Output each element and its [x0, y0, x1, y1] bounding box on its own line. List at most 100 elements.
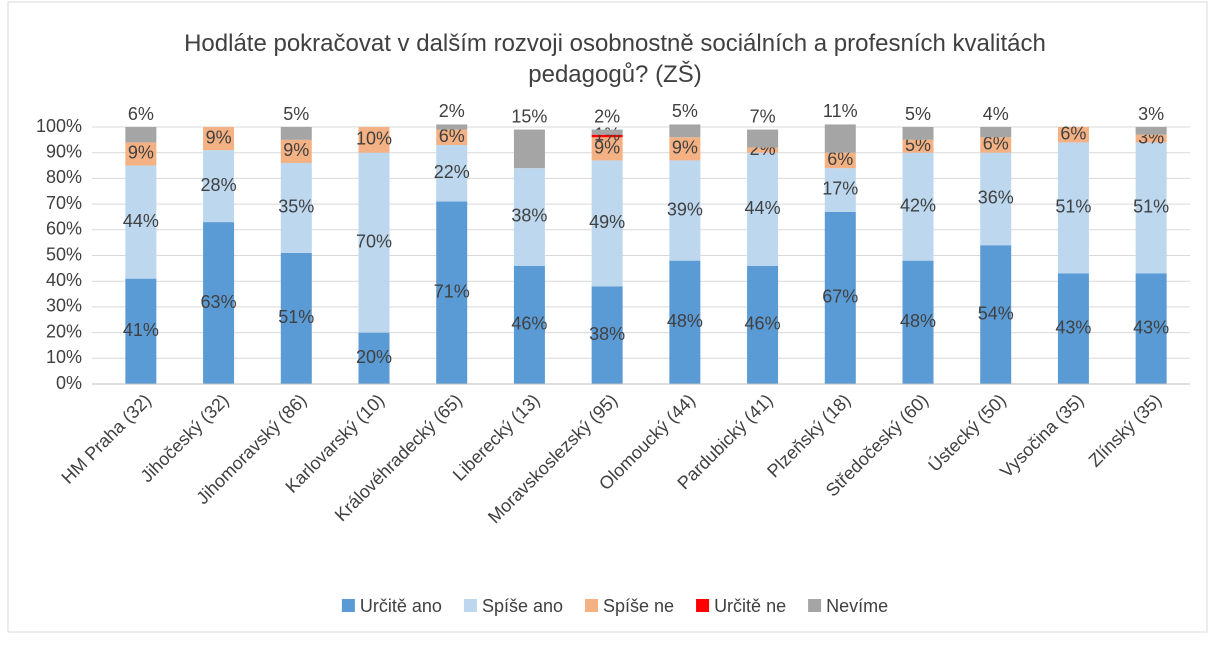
data-label: 51%: [278, 307, 314, 327]
bar-segment: [980, 152, 1012, 246]
data-label: 9%: [594, 138, 620, 158]
bar-segment: [747, 152, 779, 266]
data-label: 5%: [672, 101, 698, 121]
legend-label: Spíše ano: [482, 596, 563, 616]
data-label: 5%: [905, 135, 931, 155]
bar-segment: [1135, 127, 1167, 135]
y-tick-label: 10%: [46, 347, 82, 367]
bar-segment: [125, 165, 157, 279]
data-label: 54%: [978, 303, 1014, 323]
bar-segment: [513, 168, 545, 266]
bar-segment: [824, 168, 856, 212]
bar-segment: [1135, 134, 1167, 143]
data-label: 6%: [827, 149, 853, 169]
bar-segment: [280, 252, 312, 384]
y-tick-label: 40%: [46, 270, 82, 290]
legend-label: Určitě ano: [360, 596, 442, 616]
data-label: 51%: [1133, 197, 1169, 217]
bar-segment: [824, 152, 856, 169]
data-label: 6%: [128, 104, 154, 124]
bar-segment: [591, 160, 623, 287]
data-label: 6%: [983, 134, 1009, 154]
data-label: 36%: [978, 188, 1014, 208]
bar-segment: [358, 127, 390, 153]
bar-segment: [669, 124, 701, 138]
data-label: 9%: [283, 140, 309, 160]
data-label: 63%: [201, 292, 237, 312]
legend-swatch: [696, 599, 710, 612]
bar-segment: [980, 127, 1012, 138]
chart-title: Hodláte pokračovat v dalším rozvoji osob…: [184, 30, 1046, 88]
bar-segment: [513, 129, 545, 169]
data-label: 7%: [750, 106, 776, 126]
data-label: 43%: [1055, 317, 1091, 337]
y-tick-label: 70%: [46, 193, 82, 213]
y-tick-label: 80%: [46, 167, 82, 187]
data-label: 6%: [439, 126, 465, 146]
data-label: 51%: [1055, 197, 1091, 217]
data-label: 49%: [589, 212, 625, 232]
data-label: 41%: [123, 320, 159, 340]
bar-segment: [669, 137, 701, 161]
bar-segment: [591, 137, 623, 161]
bar-segment: [280, 127, 312, 140]
legend-swatch: [341, 599, 355, 612]
data-label: 11%: [823, 101, 858, 121]
y-tick-label: 60%: [46, 219, 82, 239]
bar-segment: [358, 332, 390, 384]
data-label: 42%: [900, 195, 936, 215]
bar-segment: [1135, 273, 1167, 384]
data-label: 5%: [905, 104, 931, 124]
data-label: 39%: [667, 199, 703, 219]
bar-segment: [1057, 127, 1089, 143]
bar-segment: [1057, 142, 1089, 274]
bar-segment: [747, 265, 779, 384]
data-label: 2%: [439, 101, 465, 121]
bar-segment: [591, 134, 623, 138]
data-label: 6%: [1060, 123, 1086, 143]
y-tick-label: 0%: [56, 373, 82, 393]
data-label: 48%: [667, 311, 703, 331]
bar-segment: [902, 152, 934, 261]
data-label: 22%: [434, 162, 470, 182]
y-tick-label: 20%: [46, 321, 82, 341]
bar-segment: [902, 260, 934, 384]
legend-swatch: [808, 599, 822, 612]
bar-segment: [203, 222, 235, 384]
data-label: 10%: [356, 129, 392, 149]
y-tick-label: 30%: [46, 296, 82, 316]
legend-swatch: [463, 599, 477, 612]
data-label: 38%: [589, 324, 625, 344]
data-label: 15%: [511, 106, 547, 126]
bar-segment: [280, 162, 312, 253]
bar-segment: [436, 201, 468, 384]
bar-segment: [669, 260, 701, 384]
bar-segment: [824, 211, 856, 384]
data-label: 20%: [356, 347, 392, 367]
data-label: 4%: [983, 104, 1009, 124]
data-label: 9%: [206, 127, 232, 147]
y-tick-label: 50%: [46, 244, 82, 264]
bar-segment: [669, 160, 701, 261]
data-label: 28%: [201, 175, 237, 195]
data-label: 70%: [356, 231, 392, 251]
data-label: 1%: [594, 125, 620, 145]
y-tick-label: 100%: [36, 116, 82, 136]
data-label: 44%: [123, 211, 159, 231]
bar-segment: [747, 129, 779, 148]
bar-segment: [125, 127, 157, 143]
legend-swatch: [585, 599, 598, 612]
legend: Určitě ano Spíše ano Spíše ne Určitě ne Neví…: [341, 596, 888, 616]
bar-segment: [436, 144, 468, 202]
data-label: 46%: [511, 314, 547, 334]
bar-segment: [902, 127, 934, 140]
bar-segment: [125, 278, 157, 384]
data-label: 9%: [128, 143, 154, 163]
data-label: 17%: [822, 179, 858, 199]
data-label: 71%: [434, 282, 470, 302]
y-tick-label: 90%: [46, 141, 82, 161]
legend-label: Určitě ne: [714, 596, 786, 616]
bar-segment: [591, 286, 623, 384]
bar-segment: [591, 129, 623, 135]
